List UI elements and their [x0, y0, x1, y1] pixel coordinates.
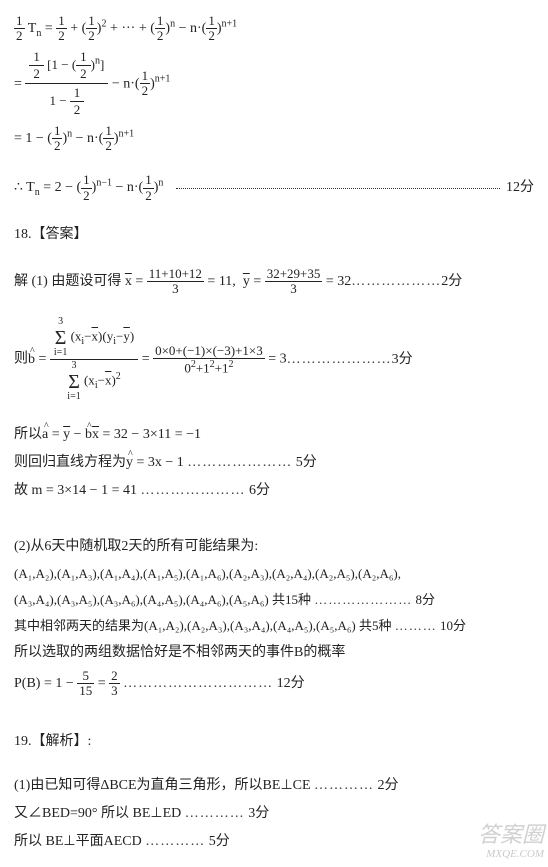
dot-leader: ………: [395, 618, 437, 633]
eq-line3: = 1 − (12)n − n·(12)n+1: [14, 124, 534, 154]
q18-adjacent-text: 其中相邻两天的结果为(A₁,A₂),(A₂,A₃),(A₃,A₄),(A₄,A₅…: [14, 618, 392, 633]
eq-tn-final: ∴ Tn = 2 − (12)n−1 − n·(12)n 12分: [14, 173, 534, 203]
score-12a: 12分: [506, 176, 534, 200]
q18-regline: 则回归直线方程为y = 3x − 1 ………………… 5分: [14, 451, 534, 475]
score-10: 10分: [440, 618, 466, 633]
dot-leader: …………………: [314, 592, 412, 607]
score-2b: 2分: [378, 778, 399, 793]
dot-leader: …………: [314, 778, 374, 793]
dot-leader: …………: [145, 834, 205, 849]
q18-conclusion: 所以选取的两组数据恰好是不相邻两天的事件B的概率: [14, 641, 534, 665]
score-6: 6分: [249, 483, 270, 498]
q18-p2-intro: (2)从6天中随机取2天的所有可能结果为:: [14, 535, 534, 559]
dot-leader: …………………: [140, 483, 245, 498]
q19-l1: (1)由已知可得ΔBCE为直角三角形，所以BE⊥CE ………… 2分: [14, 774, 534, 798]
q18-pairs2-text: (A₃,A₄),(A₃,A₅),(A₃,A₆),(A₄,A₅),(A₄,A₆),…: [14, 592, 311, 607]
q19-l3-text: 所以 BE⊥平面AECD: [14, 834, 142, 849]
q19-l1-text: (1)由已知可得ΔBCE为直角三角形，所以BE⊥CE: [14, 778, 311, 793]
q18-probB: P(B) = 1 − 515 = 23 ………………………… 12分: [14, 669, 534, 699]
dot-leader: …………………: [287, 348, 392, 372]
eq-line2: = 12 [1 − (12)n] 1 − 12 − n·(12)n+1: [14, 48, 534, 120]
score-2: 2分: [441, 270, 462, 294]
score-8: 8分: [416, 592, 436, 607]
dot-leader: …………: [185, 806, 245, 821]
q19-l2-text: 又∠BED=90° 所以 BE⊥ED: [14, 806, 181, 821]
q19-l3: 所以 BE⊥平面AECD ………… 5分: [14, 830, 534, 854]
q18-m-text: 故 m = 3×14 − 1 = 41: [14, 483, 137, 498]
dot-leader: …………………: [187, 455, 292, 470]
q18-header: 18.【答案】: [14, 223, 534, 247]
q19-header: 19.【解析】:: [14, 730, 534, 754]
dot-leader: ………………: [351, 270, 441, 294]
dot-leader: …………………………: [123, 676, 273, 691]
q19-l2: 又∠BED=90° 所以 BE⊥ED ………… 3分: [14, 802, 534, 826]
eq-half-tn: 12 Tn = 12 + (12)2 + ··· + (12)n − n·(12…: [14, 14, 534, 44]
score-5a: 5分: [296, 455, 317, 470]
score-5b: 5分: [209, 834, 230, 849]
score-3b: 3分: [248, 806, 269, 821]
q18-p1-line: 解 (1) 由题设可得 x = 11+10+123 = 11, y = 32+2…: [14, 267, 534, 297]
q18-bhat: 则b = 3Σi=1 (xi−x)(yi−y) 3Σi=1 (xi−x)2 = …: [14, 316, 534, 403]
q18-m: 故 m = 3×14 − 1 = 41 ………………… 6分: [14, 479, 534, 503]
q18-adjacent: 其中相邻两天的结果为(A₁,A₂),(A₂,A₃),(A₃,A₄),(A₄,A₅…: [14, 615, 534, 637]
q18-pairs2: (A₃,A₄),(A₃,A₅),(A₃,A₆),(A₄,A₅),(A₄,A₆),…: [14, 589, 534, 611]
score-3a: 3分: [392, 348, 413, 372]
q18-p1-intro: 解 (1) 由题设可得: [14, 270, 121, 294]
q18-ahat: 所以a = y − bx = 32 − 3×11 = −1: [14, 423, 534, 447]
dot-leader: [176, 188, 500, 189]
q18-pairs1: (A₁,A₂),(A₁,A₃),(A₁,A₄),(A₁,A₅),(A₁,A₆),…: [14, 563, 534, 585]
score-12b: 12分: [277, 676, 305, 691]
